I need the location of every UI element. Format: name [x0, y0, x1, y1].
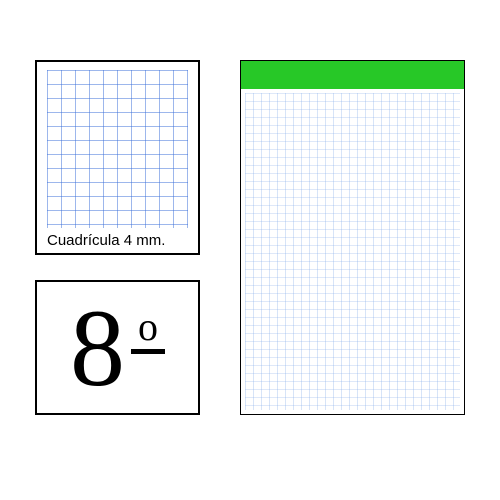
- notepad-grid: [245, 93, 460, 410]
- size-swatch-box: 8 o: [35, 280, 200, 415]
- grid-swatch-label: Cuadrícula 4 mm.: [47, 228, 188, 249]
- notepad: [240, 60, 465, 415]
- ordinal-symbol: o: [138, 307, 158, 347]
- notepad-header-strip: [241, 61, 464, 89]
- product-infographic: Cuadrícula 4 mm. 8 o: [0, 0, 500, 500]
- grid-sample: [47, 70, 188, 228]
- notepad-body: [241, 89, 464, 414]
- ordinal-indicator: o: [131, 307, 165, 354]
- grid-swatch-box: Cuadrícula 4 mm.: [35, 60, 200, 255]
- size-number: 8: [70, 293, 125, 403]
- size-content: 8 o: [70, 293, 165, 403]
- ordinal-underline: [131, 349, 165, 354]
